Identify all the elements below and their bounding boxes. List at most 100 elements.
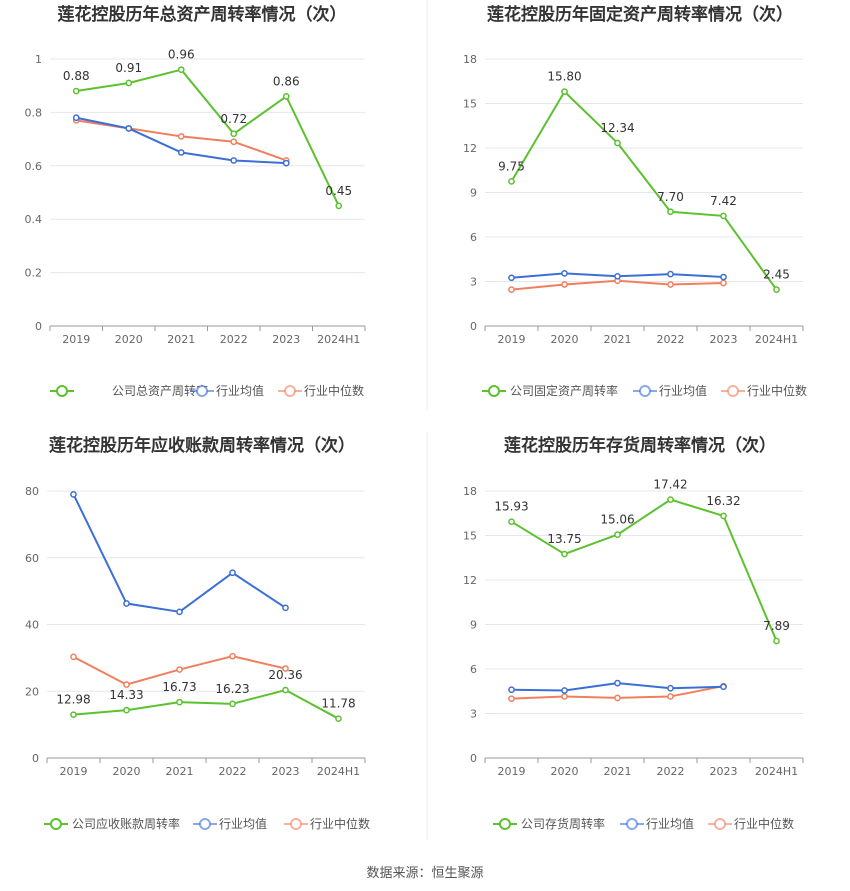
data-point-company xyxy=(229,700,236,708)
legend-label-company: 公司总资产周转率 xyxy=(112,383,208,398)
data-point-avg xyxy=(561,269,568,277)
legend-marker-median xyxy=(714,818,726,830)
legend-marker-avg xyxy=(199,818,211,830)
data-label: 0.72 xyxy=(220,112,247,126)
legend-marker-avg xyxy=(196,385,208,397)
data-point-avg xyxy=(720,683,727,691)
x-tick-label: 2020 xyxy=(115,333,143,346)
data-label: 15.06 xyxy=(600,513,634,527)
data-point-avg xyxy=(614,679,621,687)
data-point-avg xyxy=(720,273,727,281)
y-tick-label: 12 xyxy=(463,574,477,587)
data-point-company xyxy=(720,212,727,220)
legend-label-median: 行业中位数 xyxy=(747,383,807,398)
y-tick-label: 3 xyxy=(470,708,477,721)
data-point-avg xyxy=(125,125,133,132)
legend-label-avg: 行业均值 xyxy=(646,816,694,831)
data-label: 15.93 xyxy=(494,500,528,514)
legend-label-company: 公司固定资产周转率 xyxy=(510,383,618,398)
x-tick-label: 2024H1 xyxy=(755,333,798,346)
legend-marker-avg xyxy=(626,818,638,830)
data-point-company xyxy=(614,139,621,147)
data-point-company xyxy=(335,715,342,723)
data-label: 7.89 xyxy=(763,619,790,633)
legend-label-avg: 行业均值 xyxy=(659,383,707,398)
data-point-company xyxy=(230,130,238,138)
x-tick-label: 2024H1 xyxy=(755,765,798,778)
data-label: 0.45 xyxy=(325,184,352,198)
data-point-company xyxy=(125,79,133,87)
chart-panel-2: 莲花控股历年固定资产周转率情况（次） 0 3 6 9 12 15 18 2019 2020 2021… xyxy=(463,4,807,398)
data-point-avg xyxy=(70,490,77,498)
legend-marker-median xyxy=(290,818,302,830)
legend-label-company: 公司存货周转率 xyxy=(521,816,605,831)
data-point-company xyxy=(335,202,343,210)
data-point-company xyxy=(720,512,727,520)
legend-label-avg: 行业均值 xyxy=(216,383,264,398)
legend-label-median: 行业中位数 xyxy=(304,383,364,398)
data-point-median xyxy=(282,665,289,672)
x-tick-label: 2023 xyxy=(710,765,738,778)
chart-title: 莲花控股历年总资产周转率情况（次） xyxy=(58,4,347,25)
data-label: 13.75 xyxy=(547,532,581,546)
legend-marker-median xyxy=(727,385,739,397)
y-tick-label: 0 xyxy=(470,752,477,765)
data-point-company xyxy=(614,531,621,538)
data-point-avg xyxy=(229,569,236,577)
y-tick-label: 60 xyxy=(25,552,39,565)
data-point-median xyxy=(508,286,515,294)
data-point-median xyxy=(123,681,130,688)
x-tick-label: 2022 xyxy=(220,333,248,346)
data-point-avg xyxy=(282,159,290,167)
data-point-avg xyxy=(508,686,515,694)
data-point-company xyxy=(282,686,289,694)
y-tick-label: 0 xyxy=(470,320,477,333)
legend-label-median: 行业中位数 xyxy=(734,816,794,831)
x-tick-label: 2019 xyxy=(60,765,88,778)
series-line-company xyxy=(73,689,339,720)
legend-marker-company xyxy=(50,818,62,830)
chart-title: 莲花控股历年固定资产周转率情况（次） xyxy=(487,4,793,25)
data-label: 14.33 xyxy=(109,688,143,702)
x-tick-label: 2021 xyxy=(166,765,194,778)
data-point-company xyxy=(123,706,130,714)
x-tick-label: 2024H1 xyxy=(317,333,360,346)
legend-marker-company xyxy=(488,385,500,397)
y-tick-label: 0.4 xyxy=(25,213,43,226)
data-point-company xyxy=(177,66,185,74)
data-point-median xyxy=(230,138,238,146)
legend-marker-median xyxy=(284,385,296,397)
data-point-avg xyxy=(176,608,183,616)
data-label: 0.88 xyxy=(63,69,90,83)
data-point-company xyxy=(773,286,780,294)
x-tick-label: 2023 xyxy=(710,333,738,346)
x-tick-label: 2023 xyxy=(272,765,300,778)
y-tick-label: 6 xyxy=(470,231,477,244)
data-point-company xyxy=(70,711,77,719)
y-tick-label: 18 xyxy=(463,53,477,66)
y-tick-label: 0.2 xyxy=(25,267,43,280)
data-label: 20.36 xyxy=(268,668,302,682)
data-point-median xyxy=(70,653,77,661)
data-point-company xyxy=(508,178,515,185)
y-tick-label: 0 xyxy=(32,752,39,765)
data-point-company xyxy=(282,93,290,100)
data-point-median xyxy=(229,652,236,660)
y-tick-label: 1 xyxy=(35,53,42,66)
chart-panel-1: 莲花控股历年总资产周转率情况（次） 0 0.2 0.4 0.6 0.8 1 2019 2020 2… xyxy=(25,4,366,398)
y-tick-label: 9 xyxy=(470,619,477,632)
y-tick-label: 18 xyxy=(463,485,477,498)
chart-panel-3: 莲花控股历年应收账款周转率情况（次） 0 20 40 60 80 2019 2020 2021 2… xyxy=(25,435,370,831)
x-tick-label: 2019 xyxy=(498,765,526,778)
data-point-median xyxy=(508,695,515,703)
y-tick-label: 15 xyxy=(463,530,477,543)
y-tick-label: 12 xyxy=(463,142,477,155)
data-point-company xyxy=(508,518,515,526)
legend-marker-company xyxy=(56,385,68,397)
legend-marker-avg xyxy=(639,385,651,397)
data-point-company xyxy=(561,550,568,558)
data-point-median xyxy=(667,693,674,700)
x-tick-label: 2020 xyxy=(113,765,141,778)
series-line-avg xyxy=(76,116,287,165)
